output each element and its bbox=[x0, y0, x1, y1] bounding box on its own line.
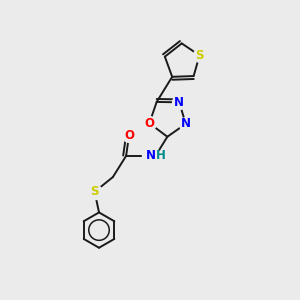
Text: H: H bbox=[156, 149, 166, 162]
Text: O: O bbox=[144, 117, 154, 130]
Text: N: N bbox=[174, 96, 184, 109]
Text: N: N bbox=[181, 117, 191, 130]
Text: O: O bbox=[124, 129, 134, 142]
Text: N: N bbox=[146, 149, 156, 162]
Text: S: S bbox=[90, 185, 99, 198]
Text: S: S bbox=[195, 49, 204, 62]
Text: S: S bbox=[90, 185, 99, 198]
